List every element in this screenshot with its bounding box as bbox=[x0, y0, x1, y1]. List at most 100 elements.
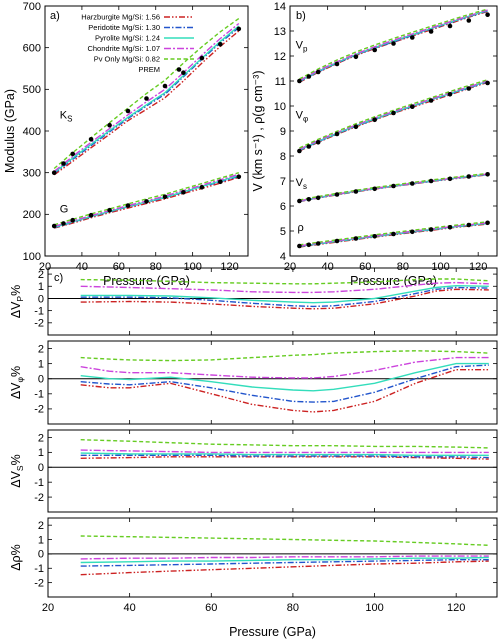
prem-point bbox=[334, 238, 340, 244]
y-axis-label-suffix: % bbox=[9, 285, 23, 296]
prem-point bbox=[315, 241, 321, 246]
prem-point bbox=[199, 185, 205, 190]
series-line-harzburgite bbox=[80, 560, 489, 576]
prem-point bbox=[306, 74, 312, 79]
y-axis-label-subscript: S bbox=[15, 465, 25, 471]
prem-point bbox=[297, 148, 302, 154]
prem-point bbox=[125, 108, 131, 114]
x-tick-label: 120 bbox=[447, 602, 465, 614]
y-axis-label-suffix: % bbox=[9, 366, 23, 377]
x-axis-label: Pressure (GPa) bbox=[229, 625, 316, 639]
prem-point bbox=[61, 221, 66, 226]
prem-point bbox=[410, 104, 415, 109]
y-tick-label: 400 bbox=[23, 126, 41, 138]
annotation-main: V bbox=[296, 110, 304, 122]
series-line-pv bbox=[299, 8, 488, 80]
y-tick-label: 1 bbox=[38, 534, 44, 546]
y-tick-label: 8 bbox=[280, 151, 286, 163]
legend-label: Chondrite Mg/Si: 1.07 bbox=[87, 44, 160, 53]
y-axis-label: ΔVφ% bbox=[9, 366, 25, 399]
prem-point bbox=[353, 189, 359, 194]
panel-c-delta-vphi-chart: -2 -1 0 1 2 ΔVφ% bbox=[9, 340, 498, 425]
curve-annotation: G bbox=[60, 203, 69, 215]
y-tick-label: 12 bbox=[274, 51, 286, 63]
x-tick-label: 80 bbox=[150, 261, 162, 273]
y-axis-label: ΔVP% bbox=[9, 285, 25, 318]
annotation-subscript: s bbox=[303, 182, 307, 191]
series-line-chondrite bbox=[80, 555, 489, 560]
x-tick-label: 60 bbox=[359, 261, 371, 273]
y-tick-label: -2 bbox=[34, 492, 44, 504]
y-tick-label: 100 bbox=[23, 251, 41, 263]
prem-point bbox=[428, 178, 434, 184]
x-tick-label: 120 bbox=[220, 261, 238, 273]
series-line-harzburgite bbox=[80, 369, 489, 413]
panel-c-delta-vs-chart: -2 -1 0 1 2 ΔVS% bbox=[9, 429, 498, 513]
series-line-pyrolite bbox=[299, 9, 488, 82]
y-tick-label: 2 bbox=[38, 432, 44, 444]
x-tick-label: 40 bbox=[124, 602, 136, 614]
legend-marker bbox=[176, 67, 182, 72]
prem-point bbox=[410, 181, 415, 186]
prem-point bbox=[315, 140, 321, 145]
y-tick-label: 600 bbox=[23, 42, 41, 54]
prem-point bbox=[297, 243, 302, 249]
x-tick-label: 100 bbox=[365, 602, 383, 614]
legend-label: Pv Only Mg/Si: 0.82 bbox=[94, 55, 160, 64]
prem-point bbox=[88, 212, 94, 218]
curve-annotation: ρ bbox=[298, 222, 304, 234]
y-tick-label: 0 bbox=[38, 374, 44, 386]
prem-point bbox=[315, 195, 321, 201]
series-line-pv bbox=[299, 79, 488, 149]
annotation-subscript: p bbox=[303, 45, 308, 54]
prem-point bbox=[125, 203, 131, 208]
prem-point bbox=[181, 70, 186, 75]
y-axis-label: V (km s⁻¹) , ρ(g cm⁻³) bbox=[251, 71, 265, 192]
prem-point bbox=[51, 170, 57, 175]
x-tick-label: 120 bbox=[469, 261, 487, 273]
annotation-main: K bbox=[60, 110, 68, 122]
prem-point bbox=[61, 161, 66, 166]
series-line-peridotite bbox=[53, 27, 240, 175]
y-tick-label: 4 bbox=[280, 251, 286, 263]
prem-point bbox=[218, 179, 223, 185]
y-tick-label: 500 bbox=[23, 84, 41, 96]
y-tick-label: -1 bbox=[34, 477, 44, 489]
x-tick-label: 100 bbox=[431, 261, 449, 273]
y-axis-label: ΔVS% bbox=[9, 454, 25, 487]
prem-point bbox=[447, 176, 453, 182]
legend-label: Pyrolite Mg/Si: 1.24 bbox=[95, 34, 160, 43]
prem-point bbox=[144, 199, 149, 204]
y-tick-label: 5 bbox=[280, 226, 286, 238]
prem-point bbox=[297, 78, 302, 84]
y-tick-label: -1 bbox=[34, 305, 44, 317]
series-line-pv bbox=[299, 172, 488, 201]
prem-point bbox=[144, 96, 149, 101]
x-tick-label: 60 bbox=[205, 602, 217, 614]
series-line-pyrolite bbox=[80, 362, 489, 392]
prem-point bbox=[353, 54, 359, 60]
prem-point bbox=[485, 172, 490, 177]
prem-point bbox=[218, 42, 223, 47]
prem-point bbox=[485, 220, 490, 226]
prem-point bbox=[236, 174, 242, 180]
prem-point bbox=[70, 217, 75, 223]
y-axis-label-subscript: P bbox=[15, 296, 25, 302]
prem-point bbox=[236, 26, 242, 32]
y-tick-label: 0 bbox=[38, 462, 44, 474]
y-tick-label: 10 bbox=[274, 101, 286, 113]
series-line-chondrite bbox=[80, 281, 489, 294]
prem-point bbox=[485, 80, 490, 86]
prem-point bbox=[466, 174, 472, 179]
y-axis-label: Modulus (GPa) bbox=[3, 89, 17, 173]
curve-annotation: Vp bbox=[296, 40, 308, 54]
prem-point bbox=[162, 83, 168, 89]
x-tick-label: 20 bbox=[284, 261, 296, 273]
y-tick-label: 2 bbox=[38, 520, 44, 532]
panel-label: a) bbox=[50, 10, 60, 22]
series-line-chondrite bbox=[299, 9, 488, 82]
y-axis-label-main: ΔV bbox=[9, 301, 23, 318]
prem-point bbox=[334, 61, 340, 67]
